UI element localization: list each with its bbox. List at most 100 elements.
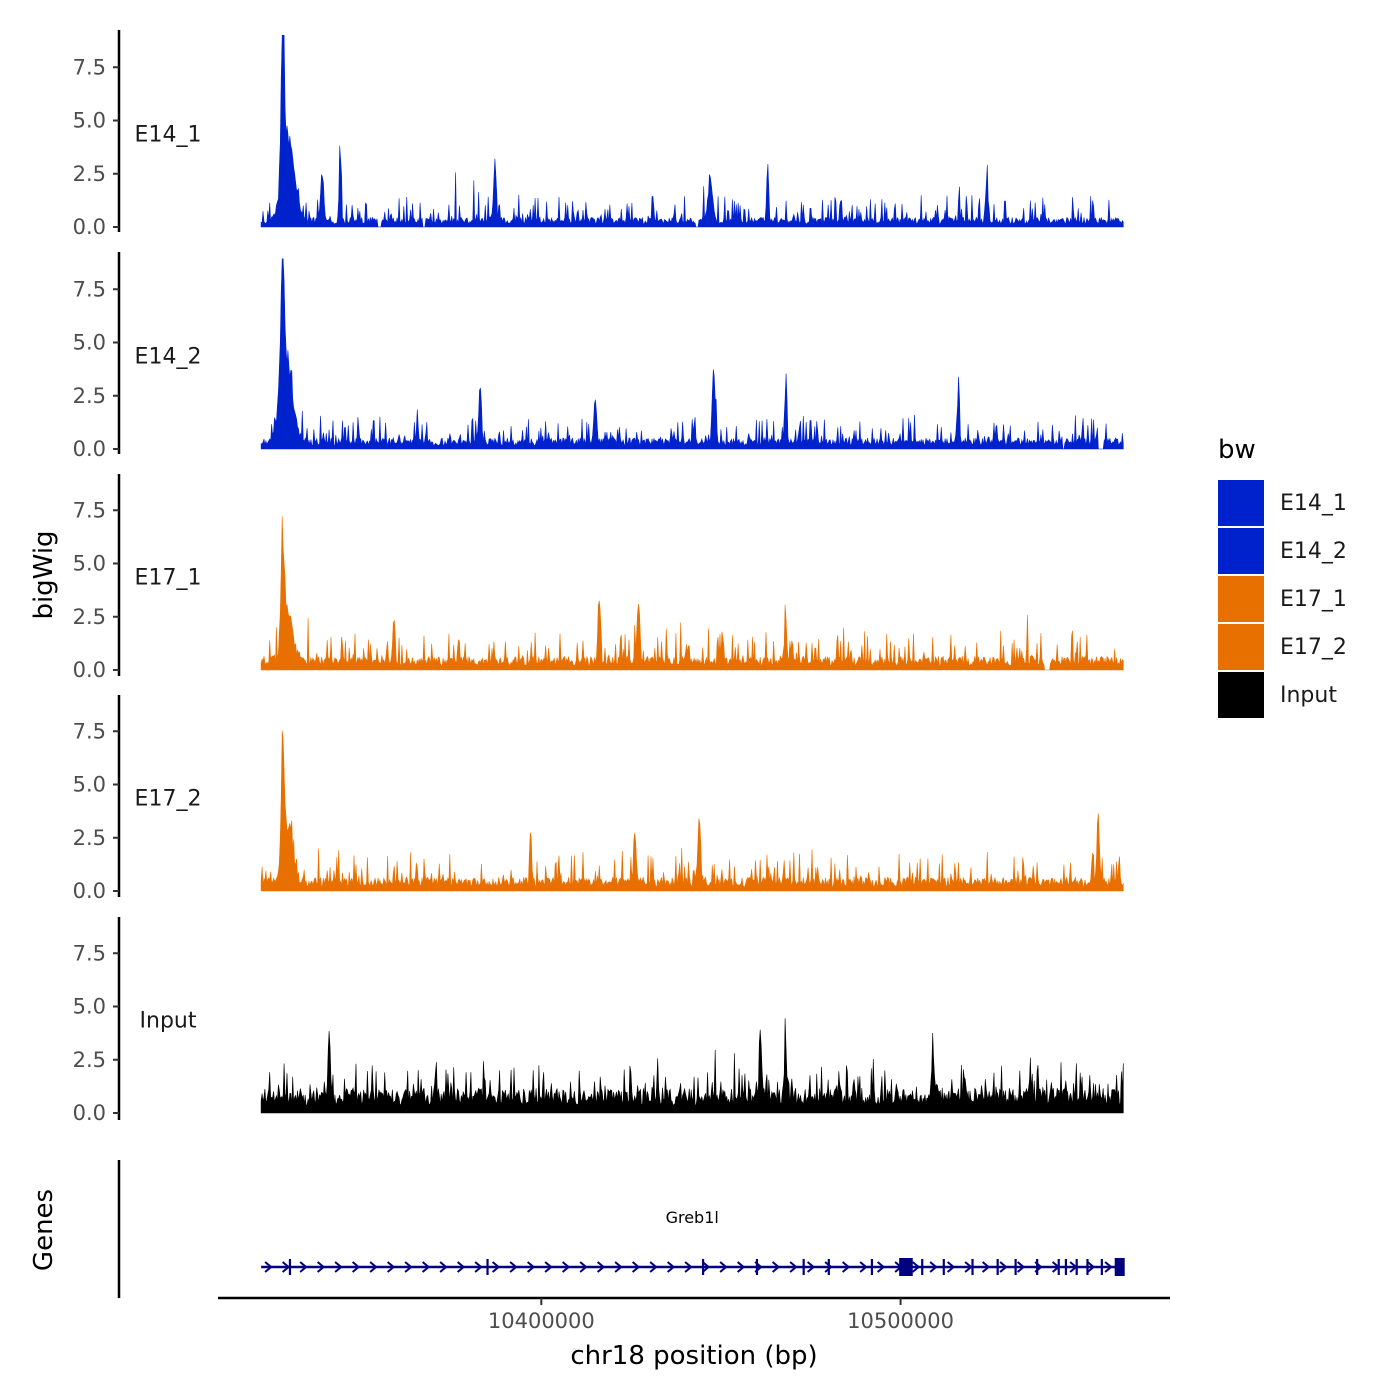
legend-title: bw xyxy=(1218,435,1256,465)
legend-label: E17_1 xyxy=(1280,587,1347,612)
y-tick-label: 0.0 xyxy=(73,658,106,682)
y-tick-label: 7.5 xyxy=(73,55,106,79)
strand-arrow xyxy=(474,1261,483,1273)
x-tick-label: 10500000 xyxy=(847,1309,954,1333)
exon xyxy=(996,1259,999,1275)
strand-arrow xyxy=(1086,1261,1096,1273)
y-tick-label: 7.5 xyxy=(73,498,106,522)
strand-arrow xyxy=(946,1261,956,1273)
y-tick-label: 2.5 xyxy=(73,826,106,850)
exon xyxy=(902,1258,913,1276)
track-E14_1: 0.0 2.5 5.0 7.5 E14_1 xyxy=(73,30,1124,239)
y-tick-label: 2.5 xyxy=(73,605,106,629)
exon xyxy=(1114,1258,1125,1276)
strand-arrow xyxy=(421,1261,431,1273)
y-tick-label: 5.0 xyxy=(73,109,106,133)
legend-key xyxy=(1218,576,1264,622)
y-axis-title: bigWig xyxy=(29,530,59,619)
strand-arrow xyxy=(666,1261,676,1273)
strand-arrow xyxy=(526,1261,536,1273)
exon xyxy=(1057,1259,1060,1275)
strand-arrow xyxy=(876,1261,886,1273)
track-label: Input xyxy=(140,1009,197,1034)
y-tick-label: 5.0 xyxy=(73,773,106,797)
strand-arrow xyxy=(316,1261,326,1273)
y-tick-label: 0.0 xyxy=(73,1101,106,1125)
strand-arrow xyxy=(736,1261,746,1273)
exon xyxy=(288,1259,292,1275)
y-tick-label: 7.5 xyxy=(73,941,106,965)
signal-area xyxy=(260,730,1124,892)
exon xyxy=(802,1259,805,1275)
y-tick-label: 7.5 xyxy=(73,719,106,743)
legend-label: E14_2 xyxy=(1280,539,1347,564)
exon xyxy=(1100,1259,1103,1275)
exon xyxy=(870,1259,874,1275)
gene-label: Greb1l xyxy=(666,1208,719,1227)
exon xyxy=(755,1259,759,1275)
strand-arrow xyxy=(789,1261,798,1273)
strand-arrow xyxy=(649,1261,658,1273)
track-label: E17_2 xyxy=(135,787,202,812)
strand-arrow xyxy=(824,1261,833,1273)
signal-area xyxy=(260,258,1124,450)
signal-area xyxy=(260,516,1124,671)
x-axis-title: chr18 position (bp) xyxy=(570,1341,817,1371)
exon xyxy=(486,1259,489,1275)
strand-arrow xyxy=(1104,1261,1113,1273)
y-tick-label: 2.5 xyxy=(73,384,106,408)
y-tick-label: 7.5 xyxy=(73,277,106,301)
y-tick-label: 2.5 xyxy=(73,1048,106,1072)
strand-arrow xyxy=(561,1261,571,1273)
strand-arrow xyxy=(964,1261,973,1273)
strand-arrow xyxy=(439,1261,448,1273)
legend-key xyxy=(1218,672,1264,718)
strand-arrow xyxy=(981,1261,991,1273)
strand-arrow xyxy=(859,1261,868,1273)
strand-arrow xyxy=(614,1261,623,1273)
strand-arrow xyxy=(369,1261,378,1273)
strand-arrow xyxy=(841,1261,851,1273)
strand-arrow xyxy=(299,1261,308,1273)
legend-key xyxy=(1218,528,1264,574)
y-tick-label: 0.0 xyxy=(73,437,106,461)
strand-arrow xyxy=(281,1261,291,1273)
strand-arrow xyxy=(631,1261,641,1273)
strand-arrow xyxy=(719,1261,728,1273)
legend-key xyxy=(1218,480,1264,526)
strand-arrow xyxy=(911,1261,921,1273)
y-tick-label: 5.0 xyxy=(73,552,106,576)
x-axis: 10400000 10500000 xyxy=(218,1296,1170,1333)
strand-arrow xyxy=(596,1261,606,1273)
y-tick-label: 2.5 xyxy=(73,162,106,186)
exon xyxy=(1086,1259,1089,1275)
track-Input: 0.0 2.5 5.0 7.5 Input xyxy=(73,917,1124,1125)
genes-axis-title: Genes xyxy=(29,1189,59,1271)
legend: E14_1 E14_2 E17_1 E17_2 Input xyxy=(1218,480,1347,718)
exon xyxy=(921,1259,924,1275)
track-E17_2: 0.0 2.5 5.0 7.5 E17_2 xyxy=(73,695,1124,903)
legend-label: Input xyxy=(1280,683,1337,708)
strand-arrow xyxy=(544,1261,553,1273)
strand-arrow xyxy=(806,1261,816,1273)
legend-label: E17_2 xyxy=(1280,635,1347,660)
signal-area xyxy=(260,1018,1124,1114)
strand-arrow xyxy=(456,1261,466,1273)
strand-arrow xyxy=(1016,1261,1026,1273)
strand-arrow xyxy=(264,1261,273,1273)
exon xyxy=(1064,1259,1068,1275)
exon xyxy=(971,1259,974,1275)
strand-arrow xyxy=(351,1261,361,1273)
strand-arrow xyxy=(579,1261,588,1273)
y-tick-label: 0.0 xyxy=(73,879,106,903)
strand-arrow xyxy=(929,1261,938,1273)
exon xyxy=(701,1259,705,1275)
strand-arrow xyxy=(386,1261,396,1273)
strand-arrow xyxy=(334,1261,343,1273)
strand-arrow xyxy=(404,1261,413,1273)
exon xyxy=(827,1259,830,1275)
track-E17_1: 0.0 2.5 5.0 7.5 E17_1 xyxy=(73,474,1124,682)
strand-arrow xyxy=(509,1261,518,1273)
y-tick-label: 5.0 xyxy=(73,331,106,355)
legend-label: E14_1 xyxy=(1280,491,1347,516)
